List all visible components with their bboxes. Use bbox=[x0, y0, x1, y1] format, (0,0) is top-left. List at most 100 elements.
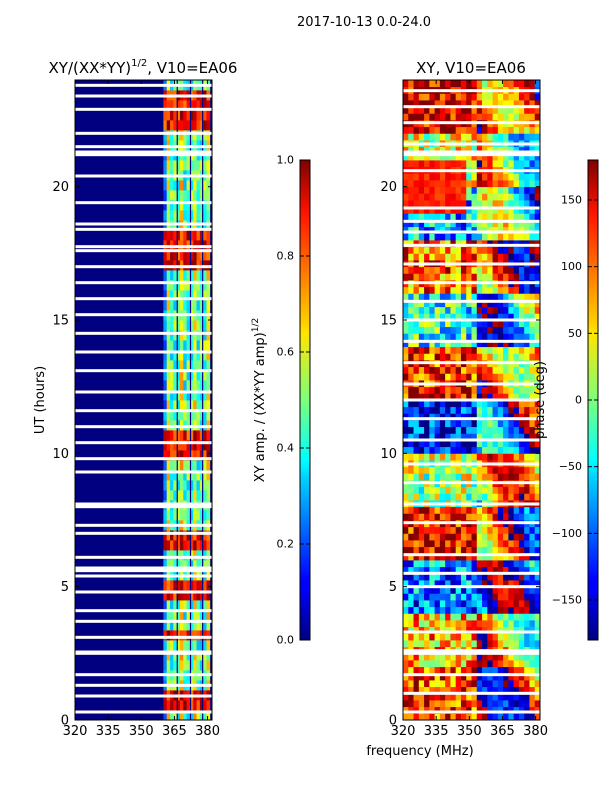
phase-cell bbox=[418, 193, 425, 201]
phase-cell bbox=[460, 340, 467, 348]
phase-cell bbox=[434, 446, 441, 454]
phase-cell bbox=[460, 426, 467, 434]
phase-cell bbox=[482, 546, 488, 554]
phase-cell bbox=[492, 273, 499, 281]
phase-cell bbox=[508, 386, 515, 394]
phase-cell bbox=[445, 160, 451, 168]
phase-cell bbox=[508, 626, 515, 634]
phase-cell bbox=[439, 680, 446, 688]
phase-cell bbox=[450, 353, 457, 361]
phase-cell bbox=[518, 246, 525, 254]
phase-cell bbox=[482, 413, 488, 421]
phase-cell bbox=[529, 326, 536, 334]
phase-cell bbox=[429, 160, 436, 168]
amp-cell bbox=[189, 660, 194, 671]
amp-cell bbox=[166, 650, 171, 661]
phase-cell bbox=[503, 566, 509, 574]
phase-cell bbox=[429, 306, 436, 314]
amp-cell bbox=[193, 180, 197, 191]
amp-cell bbox=[186, 710, 191, 720]
phase-cell bbox=[403, 606, 409, 614]
phase-cell bbox=[418, 433, 425, 441]
phase-cell bbox=[466, 113, 472, 121]
phase-cell bbox=[492, 626, 499, 634]
phase-cell bbox=[403, 440, 409, 448]
phase-cell bbox=[466, 306, 472, 314]
amp-cell bbox=[189, 430, 194, 441]
phase-cell bbox=[503, 200, 509, 208]
amp-cell bbox=[176, 200, 181, 211]
phase-cell bbox=[513, 100, 520, 108]
amp-cell bbox=[203, 480, 207, 491]
phase-cell bbox=[429, 126, 436, 134]
phase-cell bbox=[508, 633, 515, 641]
phase-cell bbox=[497, 613, 504, 621]
phase-cell bbox=[503, 660, 509, 668]
phase-cell bbox=[492, 440, 499, 448]
phase-cell bbox=[513, 666, 520, 674]
phase-cell bbox=[408, 220, 414, 228]
amp-flagged-row bbox=[75, 710, 212, 714]
phase-cell bbox=[497, 386, 504, 394]
phase-cell bbox=[408, 453, 414, 461]
phase-flagged-row bbox=[403, 710, 540, 714]
phase-cell bbox=[471, 713, 478, 720]
phase-cell bbox=[418, 306, 425, 314]
phase-cell bbox=[466, 413, 472, 421]
amp-cell bbox=[176, 390, 181, 401]
phase-ytick-label: 15 bbox=[380, 314, 397, 329]
amp-cell bbox=[170, 540, 174, 551]
phase-cell bbox=[424, 713, 430, 720]
phase-cell bbox=[418, 293, 425, 301]
amp-cell bbox=[179, 550, 184, 561]
amp-cell bbox=[179, 630, 184, 641]
phase-cell bbox=[534, 666, 540, 674]
phase-cell bbox=[445, 666, 451, 674]
phase-cell bbox=[534, 93, 540, 101]
amp-cell bbox=[186, 320, 191, 331]
phase-cell bbox=[418, 313, 425, 321]
phase-cell bbox=[408, 426, 414, 434]
phase-cell bbox=[403, 146, 409, 154]
phase-cell bbox=[482, 233, 488, 241]
phase-cell bbox=[471, 326, 478, 334]
phase-cell bbox=[534, 253, 540, 261]
phase-cell bbox=[518, 100, 525, 108]
amp-cell bbox=[179, 640, 184, 651]
phase-cell bbox=[408, 580, 414, 588]
phase-cell bbox=[429, 400, 436, 408]
phase-cell bbox=[434, 160, 441, 168]
phase-cell bbox=[403, 266, 409, 274]
phase-cell bbox=[529, 660, 536, 668]
amp-cell bbox=[183, 550, 187, 561]
phase-cell bbox=[450, 100, 457, 108]
phase-cell bbox=[476, 326, 483, 334]
phase-cell bbox=[487, 693, 493, 701]
phase-cell bbox=[503, 486, 509, 494]
phase-cell bbox=[434, 693, 441, 701]
phase-cell bbox=[403, 673, 409, 681]
phase-cell bbox=[455, 426, 462, 434]
amp-cell bbox=[189, 640, 194, 651]
phase-cell bbox=[450, 293, 457, 301]
phase-cell bbox=[403, 640, 409, 648]
phase-cell bbox=[434, 340, 441, 348]
phase-cell bbox=[466, 553, 472, 561]
phase-cell bbox=[529, 386, 536, 394]
phase-cell bbox=[460, 533, 467, 541]
phase-cell bbox=[403, 700, 409, 708]
phase-cell bbox=[482, 206, 488, 214]
phase-cell bbox=[482, 660, 488, 668]
phase-cell bbox=[482, 173, 488, 181]
phase-cell bbox=[424, 473, 430, 481]
phase-cell bbox=[497, 346, 504, 354]
phase-cell bbox=[487, 180, 493, 188]
phase-cell bbox=[513, 80, 520, 88]
phase-cell bbox=[513, 333, 520, 341]
phase-cell bbox=[503, 160, 509, 168]
phase-cell bbox=[497, 433, 504, 441]
phase-cell bbox=[445, 506, 451, 514]
phase-cell bbox=[534, 366, 540, 374]
amp-cell bbox=[173, 650, 178, 661]
phase-cell bbox=[439, 400, 446, 408]
